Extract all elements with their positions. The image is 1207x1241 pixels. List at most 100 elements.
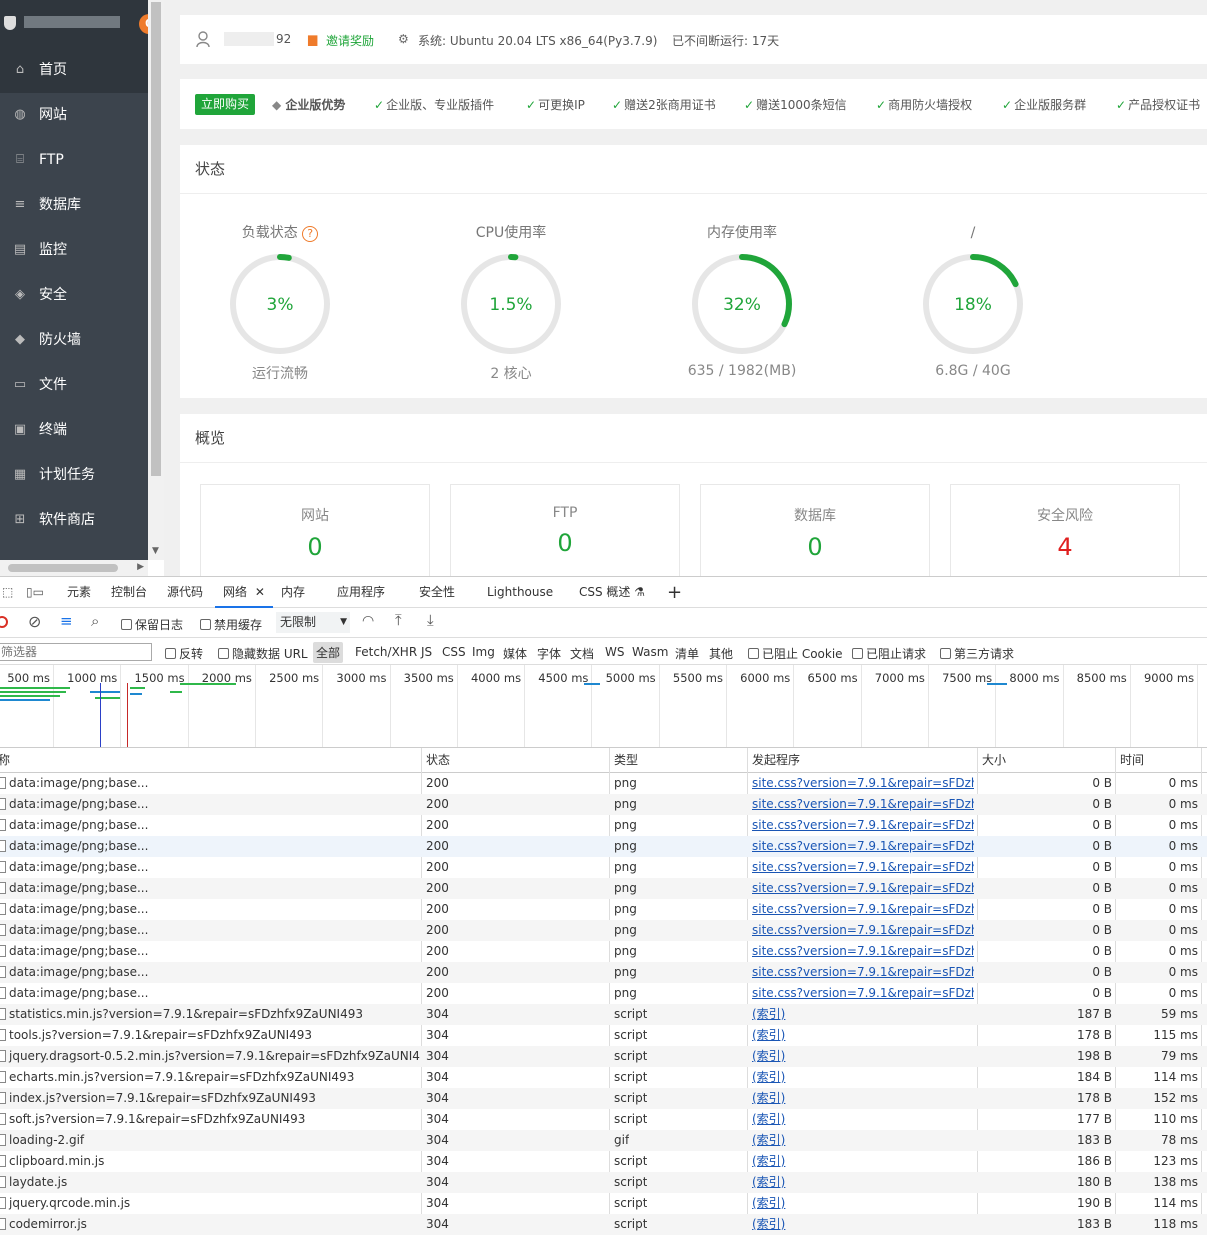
upload-icon[interactable]: ⤒ [395, 611, 402, 629]
cell-initiator[interactable]: site.css?version=7.9.1&repair=sFDzhfx9..… [752, 797, 974, 811]
checkbox-box[interactable] [940, 648, 951, 659]
inspect-icon[interactable]: ⬚ [2, 585, 14, 599]
table-row[interactable]: data:image/png;base... 200 png site.css?ver… [0, 878, 1207, 899]
type-filter-fetch-xhr[interactable]: Fetch/XHR [355, 645, 418, 659]
tab-security[interactable]: 安全性 [419, 585, 456, 599]
sidebar-item-cron[interactable]: ▦ 计划任务 [0, 453, 148, 498]
tab-network[interactable]: 网络 ✕ [215, 577, 273, 608]
table-row[interactable]: loading-2.gif 304 gif (索引) 183 B 78 ms [0, 1130, 1207, 1151]
table-row[interactable]: data:image/png;base... 200 png site.css?ver… [0, 962, 1207, 983]
buy-now-button[interactable]: 立即购买 [195, 94, 255, 115]
column-header-type[interactable]: 类型 [614, 753, 639, 767]
sidebar-item-security[interactable]: ◈ 安全 [0, 273, 148, 318]
checkbox-box[interactable] [748, 648, 759, 659]
cell-initiator[interactable]: (索引) [752, 1217, 786, 1231]
sidebar-item-files[interactable]: ▭ 文件 [0, 363, 148, 408]
third-party-checkbox[interactable]: 第三方请求 [940, 645, 1014, 662]
table-row[interactable]: data:image/png;base... 200 png site.css?ver… [0, 815, 1207, 836]
hide-data-url-checkbox[interactable]: 隐藏数据 URL [218, 645, 308, 662]
type-filter-all[interactable]: 全部 [313, 642, 344, 663]
table-row[interactable]: codemirror.js 304 script (索引) 183 B 118 ms [0, 1214, 1207, 1235]
table-row[interactable]: data:image/png;base... 200 png site.css?ver… [0, 899, 1207, 920]
sidebar-vertical-scrollbar[interactable]: ▼ [148, 0, 164, 560]
table-row[interactable]: soft.js?version=7.9.1&repair=sFDzhfx9ZaU… [0, 1109, 1207, 1130]
cell-initiator[interactable]: (索引) [752, 1028, 786, 1042]
column-divider[interactable] [421, 748, 422, 1235]
filter-icon[interactable]: ≡ [60, 612, 73, 630]
cell-initiator[interactable]: site.css?version=7.9.1&repair=sFDzhfx9..… [752, 776, 974, 790]
sidebar-item-database[interactable]: ≡ 数据库 [0, 183, 148, 228]
overview-card-ftp[interactable]: FTP 0 [450, 484, 680, 576]
column-header-initiator[interactable]: 发起程序 [752, 753, 801, 767]
table-row[interactable]: clipboard.min.js 304 script (索引) 186 B 123 ms [0, 1151, 1207, 1172]
sidebar-item-monitor[interactable]: ▤ 监控 [0, 228, 148, 273]
column-header-time[interactable]: 时间 [1120, 753, 1145, 767]
cell-initiator[interactable]: site.css?version=7.9.1&repair=sFDzhfx9..… [752, 944, 974, 958]
table-row[interactable]: laydate.js 304 script (索引) 180 B 138 ms [0, 1172, 1207, 1193]
gauge-cpu[interactable]: CPU使用率 1.5% 2 核心 [441, 223, 581, 383]
type-filter-css[interactable]: CSS [442, 645, 466, 659]
table-row[interactable]: data:image/png;base... 200 png site.css?ver… [0, 794, 1207, 815]
table-row[interactable]: data:image/png;base... 200 png site.css?ver… [0, 941, 1207, 962]
table-row[interactable]: data:image/png;base... 200 png site.css?ver… [0, 857, 1207, 878]
gauge-disk[interactable]: / 18% 6.8G / 40G [903, 223, 1043, 379]
cell-initiator[interactable]: (索引) [752, 1049, 786, 1063]
table-row[interactable]: data:image/png;base... 200 png site.css?ver… [0, 773, 1207, 794]
tab-sources[interactable]: 源代码 [167, 585, 204, 599]
type-filter-font[interactable]: 字体 [537, 647, 562, 661]
cell-initiator[interactable]: (索引) [752, 1070, 786, 1084]
sidebar-item-ftp[interactable]: ⌸ FTP [0, 138, 148, 183]
type-filter-other[interactable]: 其他 [709, 647, 734, 661]
type-filter-js[interactable]: JS [421, 645, 433, 659]
cell-initiator[interactable]: site.css?version=7.9.1&repair=sFDzhfx9..… [752, 923, 974, 937]
table-row[interactable]: data:image/png;base... 200 png site.css?ver… [0, 920, 1207, 941]
column-divider[interactable] [1201, 748, 1202, 1235]
cell-initiator[interactable]: site.css?version=7.9.1&repair=sFDzhfx9..… [752, 881, 974, 895]
tab-lighthouse[interactable]: Lighthouse [487, 585, 554, 599]
column-header-name[interactable]: 称 [0, 753, 11, 767]
cell-initiator[interactable]: (索引) [752, 1175, 786, 1189]
tab-application[interactable]: 应用程序 [337, 585, 386, 599]
checkbox-box[interactable] [852, 648, 863, 659]
table-row[interactable]: data:image/png;base... 200 png site.css?ver… [0, 836, 1207, 857]
table-row[interactable]: echarts.min.js?version=7.9.1&repair=sFDz… [0, 1067, 1207, 1088]
scrollbar-thumb[interactable] [8, 564, 118, 572]
overview-card-website[interactable]: 网站 0 [200, 484, 430, 576]
tab-console[interactable]: 控制台 [111, 585, 148, 599]
cell-initiator[interactable]: (索引) [752, 1154, 786, 1168]
column-header-status[interactable]: 状态 [426, 753, 451, 767]
column-divider[interactable] [1115, 748, 1116, 1235]
sidebar-item-terminal[interactable]: ▣ 终端 [0, 408, 148, 453]
add-tab-icon[interactable]: + [667, 582, 683, 603]
type-filter-media[interactable]: 媒体 [503, 647, 528, 661]
tab-elements[interactable]: 元素 [67, 585, 92, 599]
cell-initiator[interactable]: site.css?version=7.9.1&repair=sFDzhfx9..… [752, 839, 974, 853]
scroll-right-icon[interactable]: ▶ [137, 562, 144, 572]
device-toggle-icon[interactable]: ▯▭ [26, 585, 44, 599]
checkbox-box[interactable] [218, 648, 229, 659]
column-divider[interactable] [609, 748, 610, 1235]
column-header-size[interactable]: 大小 [982, 753, 1007, 767]
cell-initiator[interactable]: (索引) [752, 1112, 786, 1126]
network-timeline-overview[interactable]: 500 ms 1000 ms 1500 ms 2000 ms 2500 ms 3000 m… [0, 665, 1207, 748]
close-icon[interactable]: ✕ [254, 585, 265, 599]
checkbox-box[interactable] [121, 619, 132, 630]
gauge-memory[interactable]: 内存使用率 32% 635 / 1982(MB) [672, 223, 812, 379]
clear-icon[interactable]: ⊘ [28, 612, 42, 631]
gauge-load[interactable]: 负载状态 ? 3% 运行流畅 [210, 223, 350, 383]
blocked-cookies-checkbox[interactable]: 已阻止 Cookie [748, 645, 843, 662]
cell-initiator[interactable]: (索引) [752, 1091, 786, 1105]
cell-initiator[interactable]: (索引) [752, 1133, 786, 1147]
preserve-log-checkbox[interactable]: 保留日志 [121, 616, 183, 633]
table-row[interactable]: statistics.min.js?version=7.9.1&repair=s… [0, 1004, 1207, 1025]
download-icon[interactable]: ⤓ [427, 611, 434, 629]
sidebar-item-firewall[interactable]: ◆ 防火墙 [0, 318, 148, 363]
type-filter-wasm[interactable]: Wasm [632, 645, 669, 659]
type-filter-manifest[interactable]: 清单 [675, 647, 700, 661]
scrollbar-thumb[interactable] [151, 2, 161, 476]
filter-input[interactable] [0, 643, 152, 661]
table-row[interactable]: jquery.dragsort-0.5.2.min.js?version=7.9… [0, 1046, 1207, 1067]
scroll-down-icon[interactable]: ▼ [152, 546, 159, 556]
cell-initiator[interactable]: site.css?version=7.9.1&repair=sFDzhfx9..… [752, 818, 974, 832]
checkbox-box[interactable] [165, 648, 176, 659]
